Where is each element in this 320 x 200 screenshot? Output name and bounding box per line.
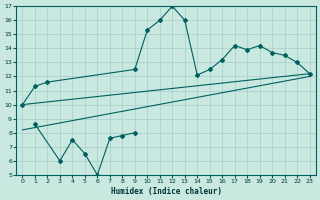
X-axis label: Humidex (Indice chaleur): Humidex (Indice chaleur)	[110, 187, 221, 196]
